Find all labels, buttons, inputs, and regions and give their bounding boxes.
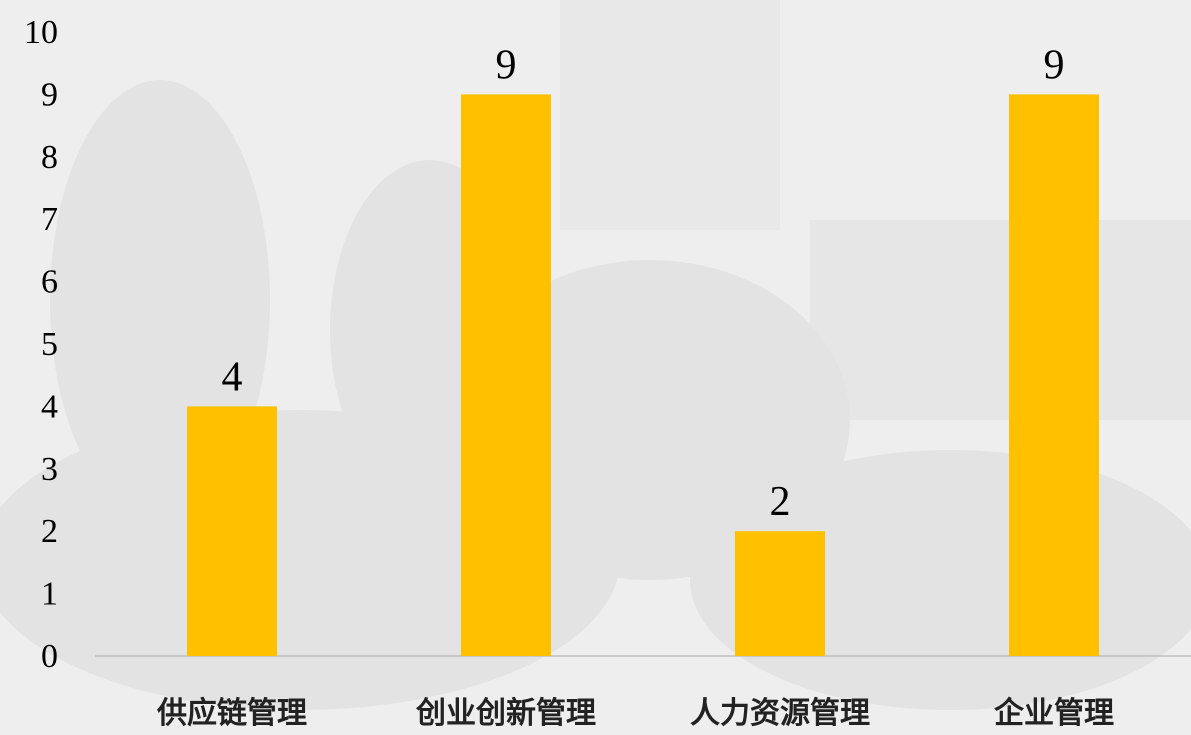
y-tick-label: 1 — [41, 576, 58, 613]
bar — [187, 406, 277, 656]
value-label: 2 — [770, 479, 791, 525]
y-tick-label: 0 — [41, 638, 58, 675]
y-tick-label: 9 — [41, 76, 58, 113]
y-tick-label: 5 — [41, 326, 58, 363]
y-tick-label: 3 — [41, 451, 58, 488]
x-tick-label: 供应链管理 — [156, 696, 307, 731]
value-label: 9 — [496, 42, 517, 88]
value-label: 9 — [1044, 42, 1065, 88]
bar — [1009, 94, 1099, 656]
y-tick-label: 8 — [41, 139, 58, 176]
x-tick-label: 创业创新管理 — [415, 696, 596, 731]
y-tick-label: 2 — [41, 513, 58, 550]
bar — [735, 531, 825, 656]
y-tick-label: 4 — [41, 388, 58, 425]
value-label: 4 — [222, 354, 243, 400]
y-tick-label: 7 — [41, 201, 58, 238]
x-tick-label: 人力资源管理 — [690, 696, 870, 731]
y-tick-label: 6 — [41, 264, 58, 301]
y-tick-label: 10 — [24, 14, 58, 51]
x-tick-label: 企业管理 — [994, 696, 1114, 731]
bar — [461, 94, 551, 656]
